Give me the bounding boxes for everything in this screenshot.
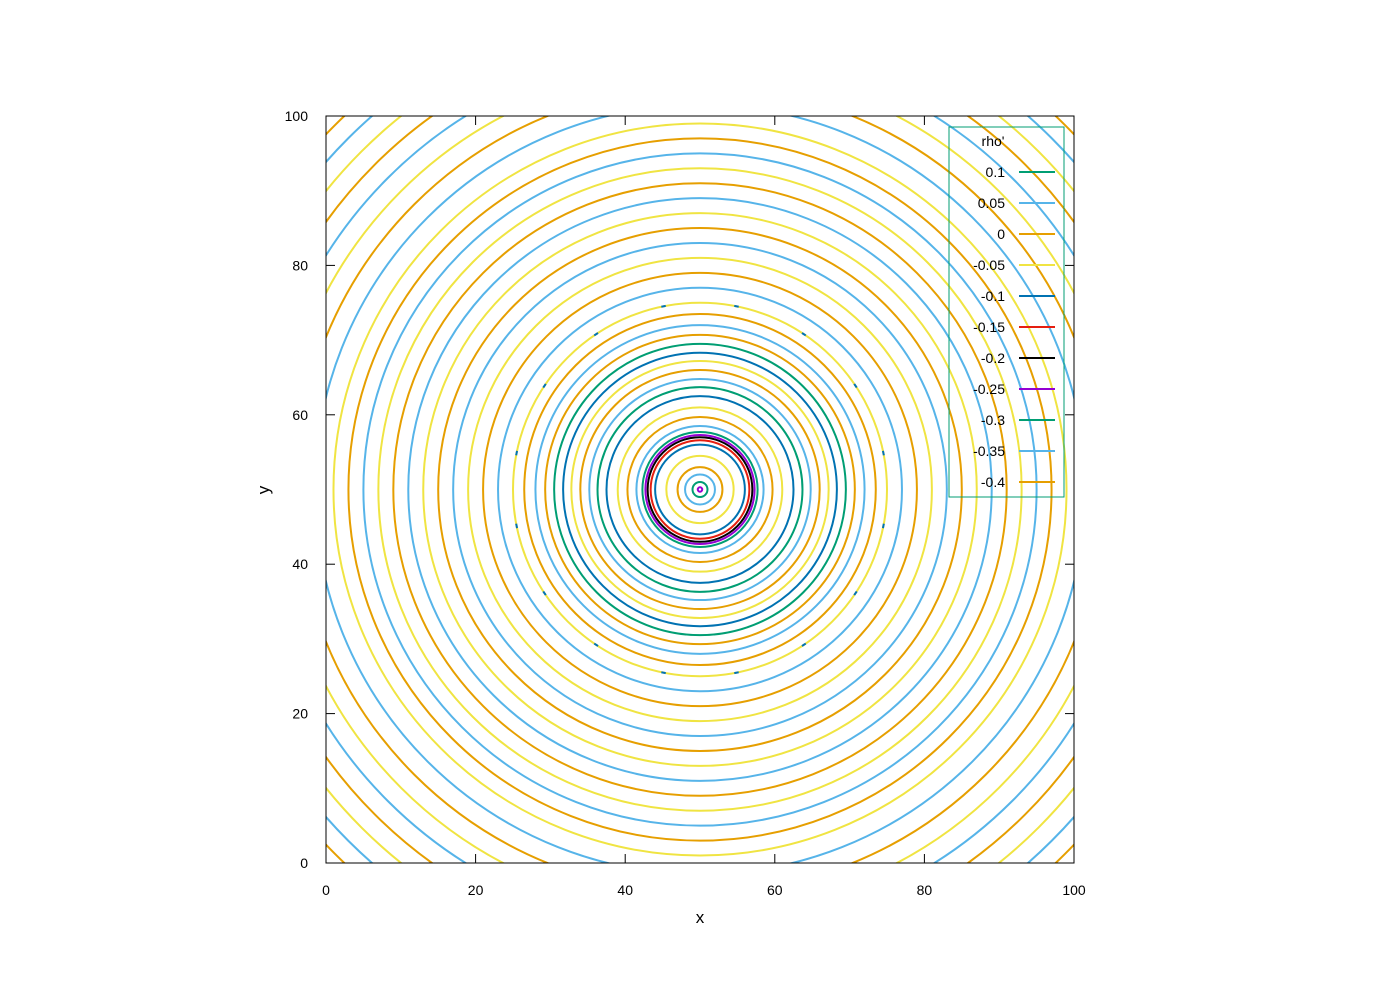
legend-label: 0.05 (978, 195, 1005, 211)
legend-label: -0.05 (973, 257, 1005, 273)
contour-fragment (542, 383, 547, 389)
legend: rho' 0.1 0.05 0 -0.05 -0.1 -0.15 -0.2 -0.25 -0.3… (948, 126, 1065, 498)
contour-line (534, 324, 866, 655)
contour-fragment (881, 450, 885, 456)
contour-fragments (515, 304, 885, 675)
contour-lines (326, 116, 1074, 863)
contour-fragment (853, 383, 858, 389)
contour-fragment (734, 671, 739, 675)
legend-label: -0.25 (973, 381, 1005, 397)
contour-fragment (881, 523, 885, 529)
contour-line (605, 395, 795, 584)
legend-label: -0.35 (973, 443, 1005, 459)
contour-line (641, 430, 759, 549)
contour-fragment (515, 450, 519, 456)
x-tick-label: 60 (767, 882, 783, 898)
contour-line (691, 481, 709, 498)
contour-line (326, 116, 1074, 863)
contour-line (407, 197, 993, 782)
y-tick-label: 40 (292, 556, 308, 572)
y-tick-label: 0 (300, 855, 308, 871)
contour-line (676, 466, 724, 513)
contour-line (497, 286, 903, 693)
y-tick-label: 60 (292, 407, 308, 423)
x-tick-label: 0 (322, 882, 330, 898)
contour-line (616, 406, 784, 573)
contour-fragment (593, 642, 599, 647)
contour-line (579, 368, 821, 611)
contour-line (392, 182, 1008, 797)
contour-line (362, 152, 1038, 827)
contour-line (347, 137, 1053, 842)
x-tick-label: 80 (917, 882, 933, 898)
contour-line (696, 486, 704, 493)
x-tick-label: 100 (1062, 882, 1086, 898)
contour-line (326, 116, 1074, 863)
contour-line (588, 377, 812, 602)
contour-line (570, 360, 830, 619)
contour-fragment (661, 671, 666, 675)
contour-line (523, 312, 877, 667)
contour-line (377, 167, 1023, 812)
contour-line (467, 256, 933, 723)
contour-line (626, 416, 774, 563)
y-tick-label: 100 (285, 108, 309, 124)
legend-label: -0.3 (981, 412, 1005, 428)
contour-line (654, 443, 746, 536)
axis-ticks: 0 20 40 60 80 100 0 20 40 60 80 100 (285, 108, 1086, 898)
contour-line (684, 473, 716, 506)
contour-line (646, 436, 754, 543)
contour-line (644, 433, 756, 546)
contour-line (452, 241, 948, 738)
legend-label: -0.15 (973, 319, 1005, 335)
y-tick-label: 20 (292, 706, 308, 722)
contour-fragment (801, 332, 807, 337)
plot-frame (325, 115, 1075, 864)
contour-fragment (801, 642, 807, 647)
y-tick-label: 80 (292, 257, 308, 273)
contour-line (512, 301, 888, 678)
contour-line (665, 454, 735, 525)
contour-line (326, 116, 1074, 863)
contour-line (553, 342, 847, 637)
contour-line (326, 116, 1074, 863)
contour-fragment (515, 523, 519, 529)
legend-box (948, 126, 1065, 498)
contour-line (596, 386, 804, 593)
contour-fragment (593, 332, 599, 337)
contour-line (562, 351, 838, 628)
legend-label: 0.1 (986, 164, 1006, 180)
contour-line (437, 227, 963, 752)
contour-fragment (542, 590, 547, 596)
contour-fragment (734, 304, 739, 308)
contour-line (544, 333, 856, 646)
contour-line (635, 425, 765, 554)
contour-line (649, 439, 751, 540)
x-axis-label: x (696, 908, 705, 927)
contour-fragment (661, 304, 666, 308)
contour-line (422, 212, 978, 767)
x-tick-label: 20 (468, 882, 484, 898)
legend-label: -0.2 (981, 350, 1005, 366)
legend-label: -0.1 (981, 288, 1005, 304)
contour-line (326, 116, 1074, 863)
legend-label: 0 (997, 226, 1005, 242)
x-tick-label: 40 (617, 882, 633, 898)
legend-label: -0.4 (981, 474, 1005, 490)
contour-line (482, 271, 918, 708)
contour-line (332, 122, 1068, 857)
y-axis-label: y (254, 485, 273, 494)
contour-fragment (853, 590, 858, 596)
legend-title: rho' (982, 133, 1005, 149)
